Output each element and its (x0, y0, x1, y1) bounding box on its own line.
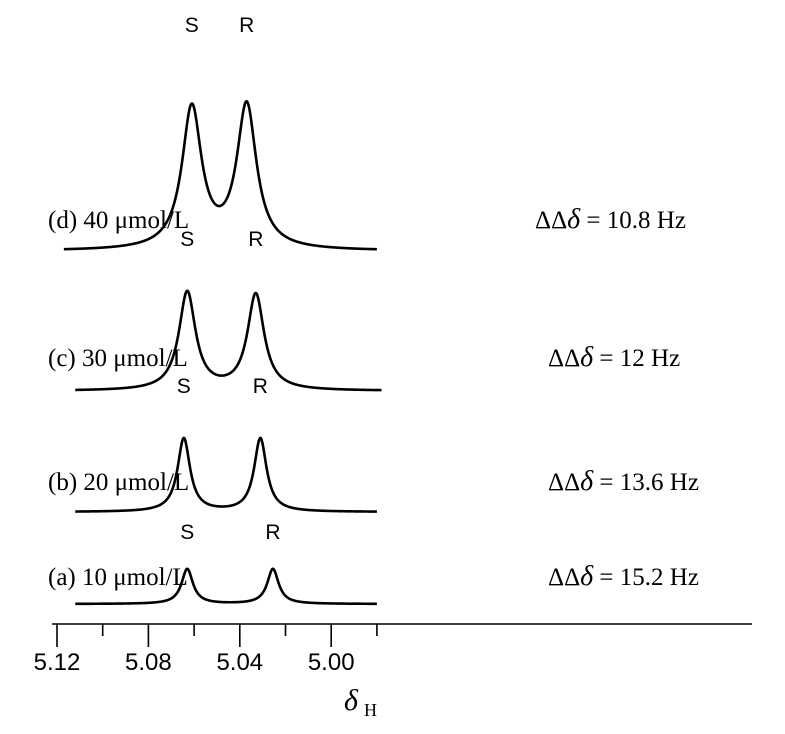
trace-a: S R (a) 10 μmol/L ΔΔδ = 15.2 Hz (48, 521, 699, 606)
delta-label: ΔΔδ = 15.2 Hz (548, 561, 699, 592)
concentration-label: (a) 10 μmol/L (48, 564, 188, 591)
peak-label-S: S (180, 521, 194, 544)
spectrum-line-b (74, 436, 378, 513)
concentration-label: (b) 20 μmol/L (48, 469, 189, 496)
x-tick-label: 5.12 (34, 649, 81, 676)
x-tick-label: 5.04 (216, 649, 263, 676)
delta-label: ΔΔδ = 12 Hz (548, 342, 680, 373)
trace-b: S R (b) 20 μmol/L ΔΔδ = 13.6 Hz (48, 375, 699, 513)
peak-label-R: R (265, 521, 280, 544)
x-axis-label-subscript: H (364, 700, 377, 720)
x-tick-label: 5.08 (125, 649, 172, 676)
trace-c: S R (c) 30 μmol/L ΔΔδ = 12 Hz (48, 228, 680, 392)
spectrum-line-c (74, 289, 383, 392)
concentration-label: (d) 40 μmol/L (48, 207, 189, 234)
peak-label-S: S (185, 14, 199, 37)
peak-label-S: S (180, 228, 194, 251)
concentration-label: (c) 30 μmol/L (48, 345, 188, 372)
x-axis-tick-labels: 5.12 5.08 5.04 5.00 (34, 649, 355, 676)
x-tick-label: 5.00 (308, 649, 355, 676)
peak-label-R: R (248, 228, 263, 251)
delta-label: ΔΔδ = 10.8 Hz (535, 204, 686, 235)
spectrum-line-d (63, 100, 378, 251)
trace-d: S R (d) 40 μmol/L ΔΔδ = 10.8 Hz (48, 14, 686, 251)
peak-label-S: S (177, 375, 191, 398)
x-axis-label-symbol: δ (344, 684, 359, 717)
spectrum-line-a (74, 567, 378, 606)
delta-label: ΔΔδ = 13.6 Hz (548, 466, 699, 497)
peak-label-R: R (239, 14, 254, 37)
spectra-traces: S R (d) 40 μmol/L ΔΔδ = 10.8 Hz S R (c) 30 μmo… (48, 14, 699, 606)
x-axis-ticks (56, 624, 378, 647)
peak-label-R: R (253, 375, 268, 398)
